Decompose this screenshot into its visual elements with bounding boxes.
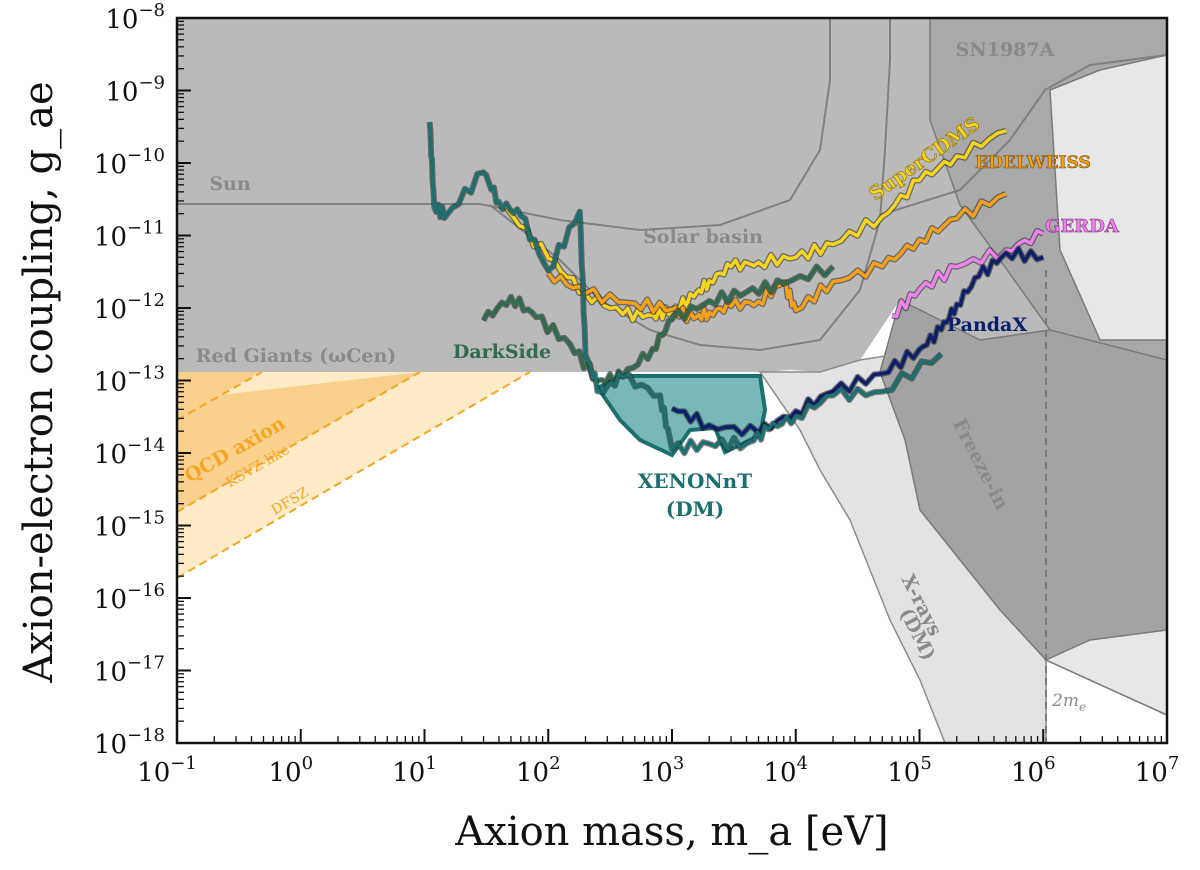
x-tick-base: 10	[887, 758, 920, 788]
y-tick-base: 10	[94, 658, 127, 688]
y-tick-label: 10−15	[94, 508, 165, 543]
x-tick-base: 10	[392, 758, 425, 788]
series-line-gerda	[891, 229, 1045, 319]
x-tick-label: 100	[268, 753, 313, 788]
y-axis-title-text: Axion-electron coupling, g_ae	[16, 81, 62, 683]
x-tick-label: 104	[763, 753, 808, 788]
y-tick-base: 10	[94, 223, 127, 253]
label-two-me-sub: e	[1079, 700, 1086, 714]
x-tick-base: 10	[1011, 758, 1044, 788]
x-tick-exponent: 1	[425, 753, 436, 774]
y-tick-label: 10−10	[94, 145, 165, 180]
x-tick-label: 106	[1011, 753, 1056, 788]
x-tick-label: 103	[640, 753, 685, 788]
x-tick-exponent: 4	[797, 753, 808, 774]
sn1987a-boundary	[879, 54, 1167, 216]
series-line-edelweiss	[546, 192, 1007, 324]
label-two-me: 2me	[1051, 691, 1086, 714]
series-line-xenonnt	[427, 121, 943, 455]
series-layer	[426, 121, 1045, 457]
y-tick-exponent: −11	[127, 218, 165, 239]
x-tick-label: 105	[887, 753, 932, 788]
y-tick-label: 10−14	[94, 435, 165, 470]
x-axis-title-text: Axion mass, m_a [eV]	[454, 809, 888, 855]
qcd-line	[177, 371, 263, 421]
y-tick-exponent: −12	[127, 290, 165, 311]
label-xenonnt: XENONnT	[638, 469, 752, 493]
label-sn1987a: SN1987A	[956, 39, 1055, 61]
regions-layer	[177, 18, 1167, 743]
y-tick-exponent: −18	[127, 725, 165, 746]
x-tick-label: 10−1	[137, 753, 197, 788]
label-gerda: GERDA	[1045, 216, 1120, 237]
label-sun: Sun	[209, 173, 251, 195]
x-tick-base: 10	[640, 758, 673, 788]
label-edelweiss: EDELWEISS	[975, 153, 1091, 173]
label-solar-basin: Solar basin	[643, 226, 763, 248]
region-red-giants	[177, 18, 1167, 460]
ticks-layer: 10−1 100 101 102 103 104 105 106 10710−1810−1710…	[94, 0, 1179, 788]
label-xenonnt-dm: (DM)	[666, 497, 724, 521]
x-tick-base: 10	[763, 758, 796, 788]
y-tick-label: 10−13	[94, 363, 165, 398]
y-tick-label: 10−11	[94, 218, 165, 253]
region-white-corner	[1049, 54, 1167, 341]
y-tick-base: 10	[105, 5, 138, 35]
y-tick-label: 10−9	[105, 73, 165, 108]
x-tick-base: 10	[516, 758, 549, 788]
y-tick-base: 10	[94, 513, 127, 543]
y-tick-exponent: −16	[127, 580, 165, 601]
x-tick-exponent: −1	[170, 753, 197, 774]
y-tick-label: 10−16	[94, 580, 165, 615]
y-tick-label: 10−8	[105, 0, 165, 35]
series-line-darkside	[481, 264, 835, 386]
dfsz-line	[177, 371, 531, 579]
x-tick-exponent: 6	[1044, 753, 1055, 774]
y-tick-base: 10	[94, 295, 127, 325]
label-darkside: DarkSide	[453, 341, 551, 363]
x-tick-exponent: 0	[302, 753, 313, 774]
y-tick-base: 10	[94, 368, 127, 398]
y-tick-base: 10	[105, 78, 138, 108]
ksvz-line	[177, 371, 421, 513]
x-tick-exponent: 5	[920, 753, 931, 774]
x-tick-exponent: 2	[549, 753, 560, 774]
x-tick-label: 107	[1135, 753, 1180, 788]
x-tick-base: 10	[1135, 758, 1168, 788]
y-tick-label: 10−17	[94, 653, 165, 688]
label-two-me-main: 2m	[1051, 691, 1079, 711]
series-line-pandax	[671, 246, 1044, 437]
y-tick-exponent: −8	[138, 0, 165, 21]
series-line-supercdms	[503, 129, 1007, 323]
y-tick-label: 10−12	[94, 290, 165, 325]
y-tick-base: 10	[94, 150, 127, 180]
y-tick-exponent: −9	[138, 73, 165, 94]
x-tick-label: 102	[516, 753, 561, 788]
region-lower-right	[1044, 629, 1167, 716]
y-tick-exponent: −13	[127, 363, 165, 384]
y-tick-exponent: −15	[127, 508, 165, 529]
x-tick-label: 101	[392, 753, 437, 788]
x-tick-base: 10	[268, 758, 301, 788]
label-red-giants: Red Giants (ωCen)	[196, 345, 397, 367]
y-tick-exponent: −10	[127, 145, 165, 166]
y-tick-exponent: −14	[127, 435, 165, 456]
x-tick-base: 10	[137, 758, 170, 788]
y-tick-base: 10	[94, 440, 127, 470]
label-pandax: PandaX	[947, 314, 1027, 336]
y-tick-label: 10−18	[94, 725, 165, 760]
x-tick-exponent: 7	[1168, 753, 1179, 774]
x-axis-title: Axion mass, m_a [eV]	[454, 809, 888, 855]
x-tick-exponent: 3	[673, 753, 684, 774]
y-tick-base: 10	[94, 730, 127, 760]
y-tick-exponent: −17	[127, 653, 165, 674]
y-tick-base: 10	[94, 585, 127, 615]
region-xenonnt-dm	[595, 374, 768, 458]
y-axis-title: Axion-electron coupling, g_ae	[16, 81, 62, 683]
